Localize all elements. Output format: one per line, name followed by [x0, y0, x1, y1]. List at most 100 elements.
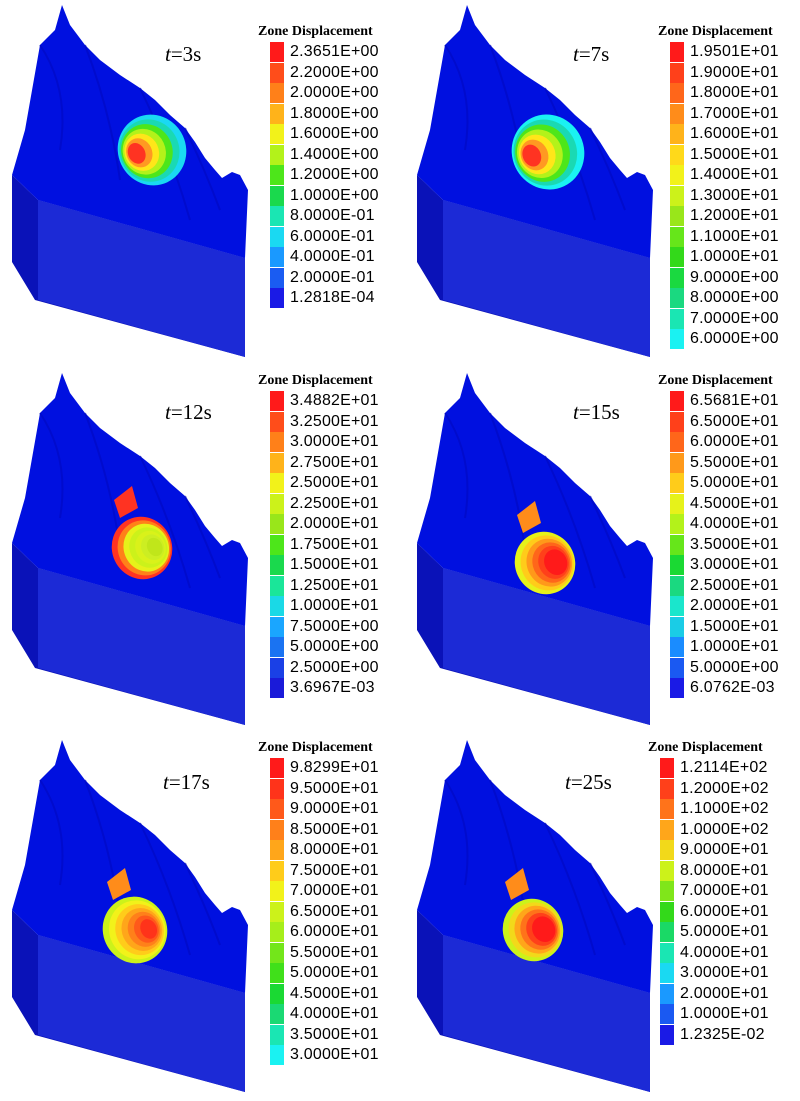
legend-value: 9.0000E+00 — [690, 268, 779, 286]
legend-swatch — [270, 411, 284, 432]
legend-value: 1.1000E+01 — [690, 227, 779, 245]
terrain-ridge-line — [184, 862, 221, 946]
legend-swatch — [270, 62, 284, 83]
legend-value: 1.0000E+00 — [290, 186, 379, 204]
slope-front-face — [38, 935, 245, 1092]
terrain-ridge-line — [39, 412, 64, 519]
legend-value: 5.0000E+01 — [290, 964, 379, 981]
legend-value: 8.0000E+01 — [680, 861, 769, 879]
legend-swatch — [270, 942, 284, 963]
legend-swatch — [670, 514, 684, 534]
simulation-panel: t=3s Zone Displacement 2.3651E+00 2.2000E+0… — [0, 0, 400, 366]
legend-swatch — [660, 942, 674, 963]
time-variable: t — [165, 42, 171, 66]
block-contour-band — [146, 537, 163, 557]
time-value: =7s — [578, 42, 610, 66]
slope-model — [417, 373, 653, 725]
simulation-panel: t=15s Zone Displacement 6.5681E+01 6.5000E+… — [405, 368, 800, 734]
legend-value: 1.2500E+01 — [290, 576, 379, 594]
legend-swatch — [670, 103, 684, 124]
legend-swatch — [670, 206, 684, 226]
legend-title: Zone Displacement — [258, 24, 373, 39]
block-contour-band — [537, 919, 554, 939]
legend-swatch — [660, 1004, 674, 1024]
slope-model — [417, 5, 653, 357]
legend-swatch — [670, 329, 684, 349]
legend-swatch — [270, 493, 284, 514]
legend-value: 1.0000E+01 — [690, 638, 779, 655]
slope-model — [417, 740, 653, 1092]
legend-value: 2.0000E+01 — [690, 597, 779, 614]
slope-model — [12, 373, 248, 725]
rock-fragment — [517, 501, 541, 533]
legend-swatch — [660, 922, 674, 942]
legend-value: 6.0000E+01 — [690, 433, 779, 450]
sliding-block — [117, 114, 187, 186]
legend-swatch — [660, 1024, 674, 1045]
legend-swatch — [270, 514, 284, 534]
time-value: =25s — [570, 770, 612, 794]
legend-title: Zone Displacement — [658, 24, 773, 39]
legend-swatch — [270, 185, 284, 206]
legend-value: 8.0000E-01 — [290, 207, 375, 224]
legend-value: 1.9501E+01 — [690, 43, 779, 60]
legend-value: 3.4882E+01 — [290, 392, 379, 409]
legend-swatch — [270, 144, 284, 165]
legend-value: 5.0000E+01 — [680, 923, 769, 940]
slope-model — [12, 740, 248, 1092]
legend-value: 1.8000E+00 — [290, 104, 379, 122]
slope-top-surface — [12, 740, 248, 993]
legend-swatch — [670, 616, 684, 637]
legend-swatch — [660, 963, 674, 983]
legend-value: 4.0000E-01 — [290, 248, 375, 265]
legend-swatch — [270, 778, 284, 799]
legend-value: 1.2114E+02 — [680, 759, 768, 776]
legend-value: 1.2325E-02 — [680, 1025, 765, 1043]
legend-swatch — [670, 391, 684, 411]
terrain-ridge-line — [589, 862, 626, 946]
terrain-ridge-line — [589, 495, 626, 579]
legend-swatch — [270, 124, 284, 144]
legend-swatch — [670, 534, 684, 555]
rock-fragment — [114, 486, 138, 518]
legend-value: 1.8000E+01 — [690, 84, 779, 101]
legend-value: 8.0000E+00 — [690, 289, 779, 306]
legend-title: Zone Displacement — [258, 373, 373, 388]
legend-swatch — [270, 247, 284, 267]
legend-value: 2.0000E+01 — [290, 515, 379, 532]
legend-value: 6.0000E-01 — [290, 227, 375, 245]
legend-value: 6.0000E+00 — [690, 330, 779, 347]
time-variable: t — [163, 770, 169, 794]
legend-swatch — [270, 758, 284, 778]
block-contour-band — [127, 143, 146, 164]
rock-fragment — [107, 868, 131, 900]
legend-title: Zone Displacement — [658, 373, 773, 388]
terrain-ridge-line — [444, 44, 469, 151]
legend-swatch — [270, 432, 284, 452]
slope-front-face — [443, 568, 650, 725]
time-label: t=17s — [163, 770, 210, 795]
legend-swatch — [270, 267, 284, 288]
legend-swatch — [670, 637, 684, 657]
legend-swatch — [270, 1045, 284, 1065]
legend-value: 9.0000E+01 — [290, 800, 379, 817]
legend-value: 1.1000E+02 — [680, 800, 769, 817]
legend-swatch — [270, 860, 284, 881]
legend-value: 4.5000E+01 — [290, 984, 379, 1002]
legend-value: 9.8299E+01 — [290, 759, 379, 776]
time-label: t=3s — [165, 42, 201, 67]
legend-swatch — [670, 411, 684, 432]
legend-value: 1.4000E+01 — [690, 166, 779, 183]
legend-value: 4.5000E+01 — [690, 494, 779, 512]
slope-front-face — [443, 935, 650, 1092]
legend-swatch — [660, 778, 674, 799]
legend-swatch — [670, 42, 684, 62]
terrain-ridge-line — [489, 779, 526, 916]
terrain-ridge-line — [444, 779, 469, 886]
slope-front-face — [38, 568, 245, 725]
simulation-panel: t=7s Zone Displacement 1.9501E+01 1.9000E+0… — [405, 0, 800, 366]
legend-swatch — [270, 226, 284, 247]
legend-value: 5.5000E+01 — [690, 453, 779, 471]
legend-value: 7.0000E+01 — [290, 882, 379, 899]
legend-swatch — [670, 165, 684, 185]
